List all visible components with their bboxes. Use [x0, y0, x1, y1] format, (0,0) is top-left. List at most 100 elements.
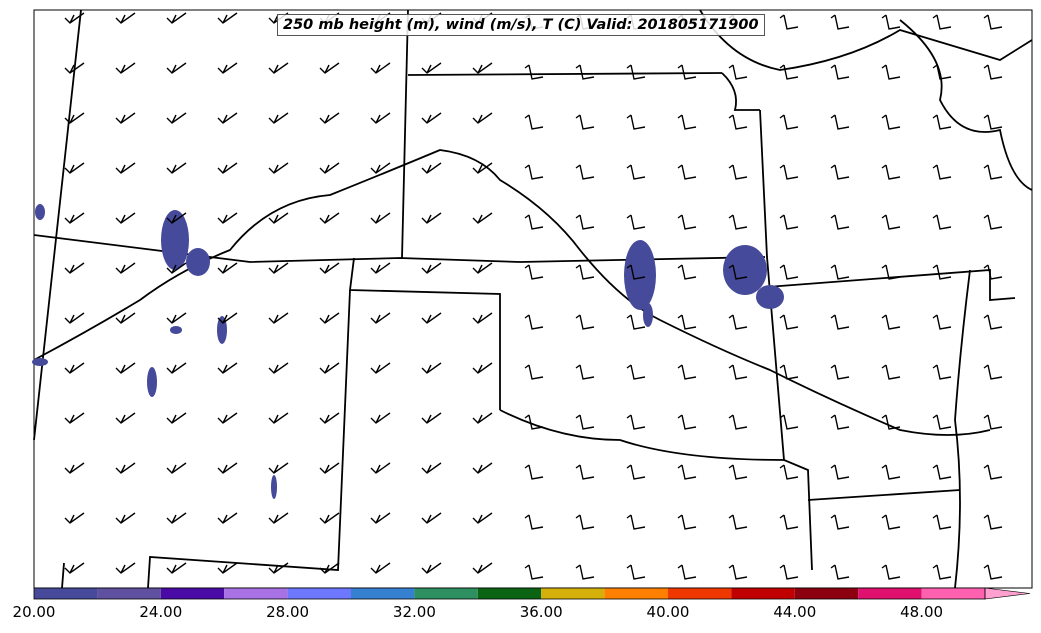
wind-barb [626, 164, 646, 180]
wind-barb [728, 114, 748, 130]
wind-barb [524, 514, 544, 530]
colorbar-segment [97, 588, 161, 599]
wind-barb [268, 262, 289, 274]
wind-barb [881, 64, 901, 80]
wind-barb [217, 462, 238, 474]
wind-barb [728, 264, 748, 280]
wind-barb [524, 564, 544, 580]
wind-barb [421, 62, 442, 74]
wind-barb [779, 564, 799, 580]
colorbar-segment [224, 588, 288, 599]
wind-barb [983, 414, 1003, 430]
wind-barb [932, 64, 952, 80]
wind-barb [575, 464, 595, 480]
wind-barb [115, 362, 136, 374]
colorbar-segment [541, 588, 605, 599]
wind-barb [421, 312, 442, 324]
wind-barb [983, 564, 1003, 580]
wind-barb [983, 14, 1003, 30]
wind-barb [779, 64, 799, 80]
wind-barb [728, 414, 748, 430]
wind-barb [268, 362, 289, 374]
wind-barb [319, 462, 340, 474]
wind-barb [524, 264, 544, 280]
wind-barb [421, 262, 442, 274]
wind-barb [166, 462, 187, 474]
wind-barb [217, 362, 238, 374]
colorbar [33, 587, 1031, 600]
wind-barb [472, 362, 493, 374]
wind-barb [319, 162, 340, 174]
wind-barb [881, 164, 901, 180]
wind-barb [64, 12, 85, 24]
wind-barb [472, 312, 493, 324]
wind-barb [983, 64, 1003, 80]
wind-barb [830, 14, 850, 30]
precip-area [147, 367, 157, 397]
wind-barb [524, 414, 544, 430]
wind-barb [115, 562, 136, 574]
colorbar-tick-label: 48.00 [900, 603, 944, 621]
precip-area [32, 358, 48, 366]
wind-barb [626, 114, 646, 130]
wind-barb [421, 562, 442, 574]
wind-barb [319, 312, 340, 324]
precip-area [170, 326, 182, 334]
wind-barb [677, 164, 697, 180]
colorbar-segment [287, 588, 351, 599]
wind-barb [319, 62, 340, 74]
colorbar-tick-label: 24.00 [139, 603, 183, 621]
wind-barb [779, 514, 799, 530]
wind-barb [166, 62, 187, 74]
wind-barb [575, 514, 595, 530]
wind-barb [575, 414, 595, 430]
wind-barb [830, 364, 850, 380]
colorbar-tick-label: 20.00 [12, 603, 56, 621]
wind-barb [421, 462, 442, 474]
wind-barb [268, 512, 289, 524]
colorbar-segment [921, 588, 985, 599]
wind-barb [881, 114, 901, 130]
wind-barb [677, 464, 697, 480]
colorbar-segment [414, 588, 478, 599]
wind-barb [64, 212, 85, 224]
wind-barb [268, 112, 289, 124]
wind-barb [421, 212, 442, 224]
wind-barb [319, 512, 340, 524]
colorbar-extend [984, 587, 1031, 600]
wind-barb [881, 314, 901, 330]
wind-barb [983, 214, 1003, 230]
wind-barb [626, 364, 646, 380]
colorbar-segment [668, 588, 732, 599]
wind-barb [472, 262, 493, 274]
wind-barb [932, 164, 952, 180]
wind-barb [319, 562, 340, 574]
wind-barb [319, 262, 340, 274]
wind-barb [370, 562, 391, 574]
wind-barb [115, 462, 136, 474]
wind-barb [932, 464, 952, 480]
wind-barb [166, 112, 187, 124]
wind-barb [166, 262, 187, 274]
wind-barb [370, 212, 391, 224]
wind-barb [115, 112, 136, 124]
wind-barb [421, 112, 442, 124]
wind-barb [166, 362, 187, 374]
wind-barb [268, 412, 289, 424]
wind-barb [881, 564, 901, 580]
wind-barb [779, 164, 799, 180]
wind-barb [932, 214, 952, 230]
wind-barb [983, 314, 1003, 330]
colorbar-segment [858, 588, 922, 599]
wind-barb [319, 362, 340, 374]
wind-barb [728, 464, 748, 480]
wind-barb [268, 162, 289, 174]
wind-barb [115, 312, 136, 324]
wind-barb [932, 14, 952, 30]
wind-barb [830, 214, 850, 230]
wind-barb [370, 362, 391, 374]
wind-barb [881, 464, 901, 480]
precip-area [756, 285, 784, 309]
wind-barb [524, 114, 544, 130]
